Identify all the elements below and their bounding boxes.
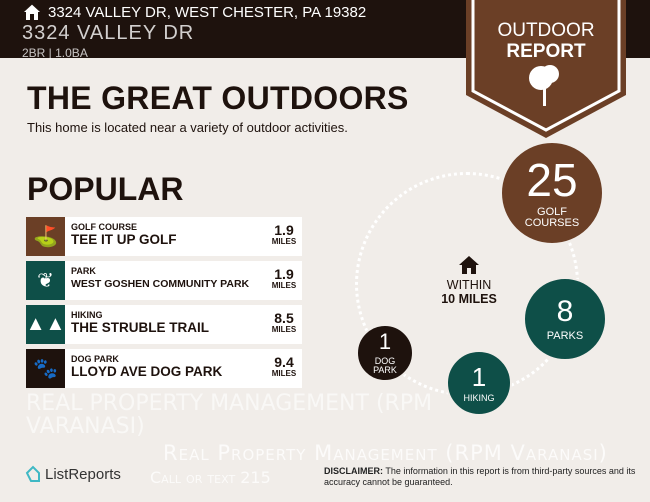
- item-unit: MILES: [271, 281, 297, 290]
- badge-line1: OUTDOOR: [497, 20, 595, 41]
- within-line1: WITHIN: [446, 278, 492, 292]
- count-label-2: PARK: [373, 365, 397, 375]
- popular-item: ⛳ GOLF COURSE TEE IT UP GOLF 1.9 MILES: [26, 217, 302, 256]
- disclaimer: DISCLAIMER: The information in this repo…: [324, 466, 640, 488]
- watermark-beds-baths: 2BR | 1.0BA: [22, 46, 88, 60]
- watermark-diagonal: REAL PROPERTY MANAGEMENT (RPM VARANASI): [26, 391, 433, 439]
- within-label: WITHIN 10 MILES: [428, 255, 510, 306]
- count-label: DOG: [374, 356, 396, 366]
- item-category: HIKING: [71, 310, 103, 320]
- item-distance: 1.9: [274, 222, 294, 238]
- home-icon: [459, 256, 479, 274]
- popular-heading: POPULAR: [27, 171, 184, 207]
- popular-item: 🐾 DOG PARK LLOYD AVE DOG PARK 9.4 MILES: [26, 349, 302, 388]
- count-label: HIKING: [463, 392, 495, 403]
- disclaimer-label: DISCLAIMER:: [324, 466, 383, 476]
- tree-icon: [529, 65, 559, 106]
- paw-icon: 🐾: [26, 349, 65, 388]
- item-unit: MILES: [271, 369, 297, 378]
- item-name: WEST GOSHEN COMMUNITY PARK: [71, 278, 250, 290]
- item-unit: MILES: [271, 237, 297, 246]
- item-distance: 1.9: [274, 266, 294, 282]
- count-circle: 25 GOLF COURSES: [500, 141, 604, 245]
- count-value: 8: [556, 294, 574, 328]
- count-label: PARKS: [546, 329, 584, 342]
- count-value: 1: [378, 329, 392, 354]
- item-distance: 8.5: [274, 310, 294, 326]
- count-circle: 1 DOG PARK: [356, 324, 414, 382]
- item-category: GOLF COURSE: [71, 222, 138, 232]
- property-address: 3324 VALLEY DR, WEST CHESTER, PA 19382: [48, 4, 367, 21]
- home-icon: [24, 4, 40, 20]
- listreports-logo: ListReports: [25, 465, 121, 483]
- trees-icon: ▲▲: [26, 305, 65, 344]
- badge-title: OUTDOOR REPORT: [466, 20, 626, 62]
- logo-icon: [25, 465, 40, 482]
- watermark-address: 3324 VALLEY DR: [22, 22, 195, 44]
- page-title: THE GREAT OUTDOORS: [27, 80, 409, 116]
- count-label-2: COURSES: [524, 217, 580, 229]
- outdoor-report-badge: [466, 0, 626, 138]
- item-category: DOG PARK: [71, 354, 119, 364]
- count-value: 1: [471, 361, 487, 392]
- popular-item: ▲▲ HIKING THE STRUBLE TRAIL 8.5 MILES: [26, 305, 302, 344]
- logo-text: ListReports: [45, 465, 121, 483]
- count-circle: 8 PARKS: [523, 277, 607, 361]
- disclaimer-text: The information in this report is from t…: [324, 466, 636, 487]
- within-line2: 10 MILES: [441, 292, 497, 306]
- watermark-contact: Call or text 215: [150, 468, 271, 487]
- golf-bag-icon: ⛳: [26, 217, 65, 256]
- item-distance: 9.4: [274, 354, 294, 370]
- count-label: GOLF: [537, 206, 567, 218]
- item-name: TEE IT UP GOLF: [71, 232, 177, 247]
- item-category: PARK: [71, 266, 96, 276]
- park-icon: ❦: [26, 261, 65, 300]
- item-name: LLOYD AVE DOG PARK: [71, 364, 223, 379]
- item-unit: MILES: [271, 325, 297, 334]
- page-subtitle: This home is located near a variety of o…: [27, 120, 348, 135]
- count-value: 25: [526, 154, 578, 206]
- badge-line2: REPORT: [506, 41, 586, 62]
- watermark-company: Real Property Management (RPM Varanasi): [163, 441, 608, 465]
- item-name: THE STRUBLE TRAIL: [71, 320, 209, 335]
- popular-item: ❦ PARK WEST GOSHEN COMMUNITY PARK 1.9 MILE…: [26, 261, 302, 300]
- count-circle: 1 HIKING: [446, 350, 512, 416]
